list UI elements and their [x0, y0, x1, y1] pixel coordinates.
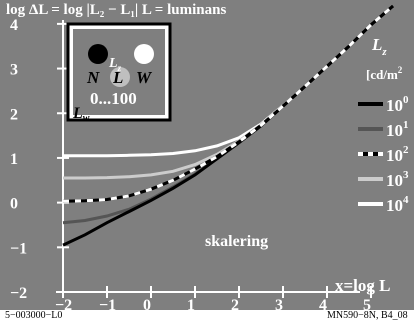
legend-label: 100: [386, 94, 409, 115]
x-tick-label: 4: [319, 297, 327, 314]
inset-range: 0...100: [90, 89, 137, 108]
legend-label: 102: [386, 144, 409, 165]
x-tick-label: −2: [55, 297, 72, 314]
y-tick-label: −1: [10, 240, 27, 257]
annotation-text: skalering: [205, 233, 268, 250]
legend-label: 101: [386, 119, 409, 140]
inset-lz: Lz: [108, 56, 122, 73]
legend-label: 104: [386, 194, 409, 215]
x-tick-label: 3: [275, 297, 283, 314]
series-line-2-base: [62, 4, 394, 203]
inset-lw: Lw: [72, 105, 90, 124]
footer-right: MN590−8N, B4_08: [327, 310, 408, 321]
y-tick-label: 3: [10, 62, 18, 79]
legend-unit: [cd/m2: [366, 65, 403, 82]
x-ticks: −2 −1 0 1 2 3 4 5: [55, 286, 372, 314]
inset-black-circle: [88, 44, 108, 64]
x-axis-label: x=log L: [335, 276, 391, 295]
y-tick-label: 2: [10, 106, 18, 123]
legend: 100 101 102 103 104: [358, 94, 409, 215]
y-tick-label: 1: [10, 151, 18, 168]
x-tick-label: 1: [187, 297, 195, 314]
inset-n-label: N: [86, 68, 100, 87]
inset-white-circle: [134, 44, 154, 64]
x-tick-label: 5: [363, 297, 371, 314]
inset-w-label: W: [136, 68, 153, 87]
y-tick-label: 0: [10, 196, 18, 213]
x-tick-label: −1: [99, 297, 116, 314]
legend-title: Lz: [371, 35, 387, 58]
legend-label: 103: [386, 169, 409, 190]
x-tick-label: 0: [143, 297, 151, 314]
series-lines: [62, 4, 394, 247]
inset-l-label: L: [112, 68, 123, 87]
footer-left: 5−003000−L0: [5, 310, 62, 321]
y-tick-label: −2: [10, 285, 27, 302]
y-tick-label: 4: [10, 17, 18, 34]
chart-title: log ΔL = log |L₂ − L₁| L = luminans: [6, 2, 226, 18]
inset-gray-circle: [110, 67, 130, 87]
x-tick-label: 2: [231, 297, 239, 314]
